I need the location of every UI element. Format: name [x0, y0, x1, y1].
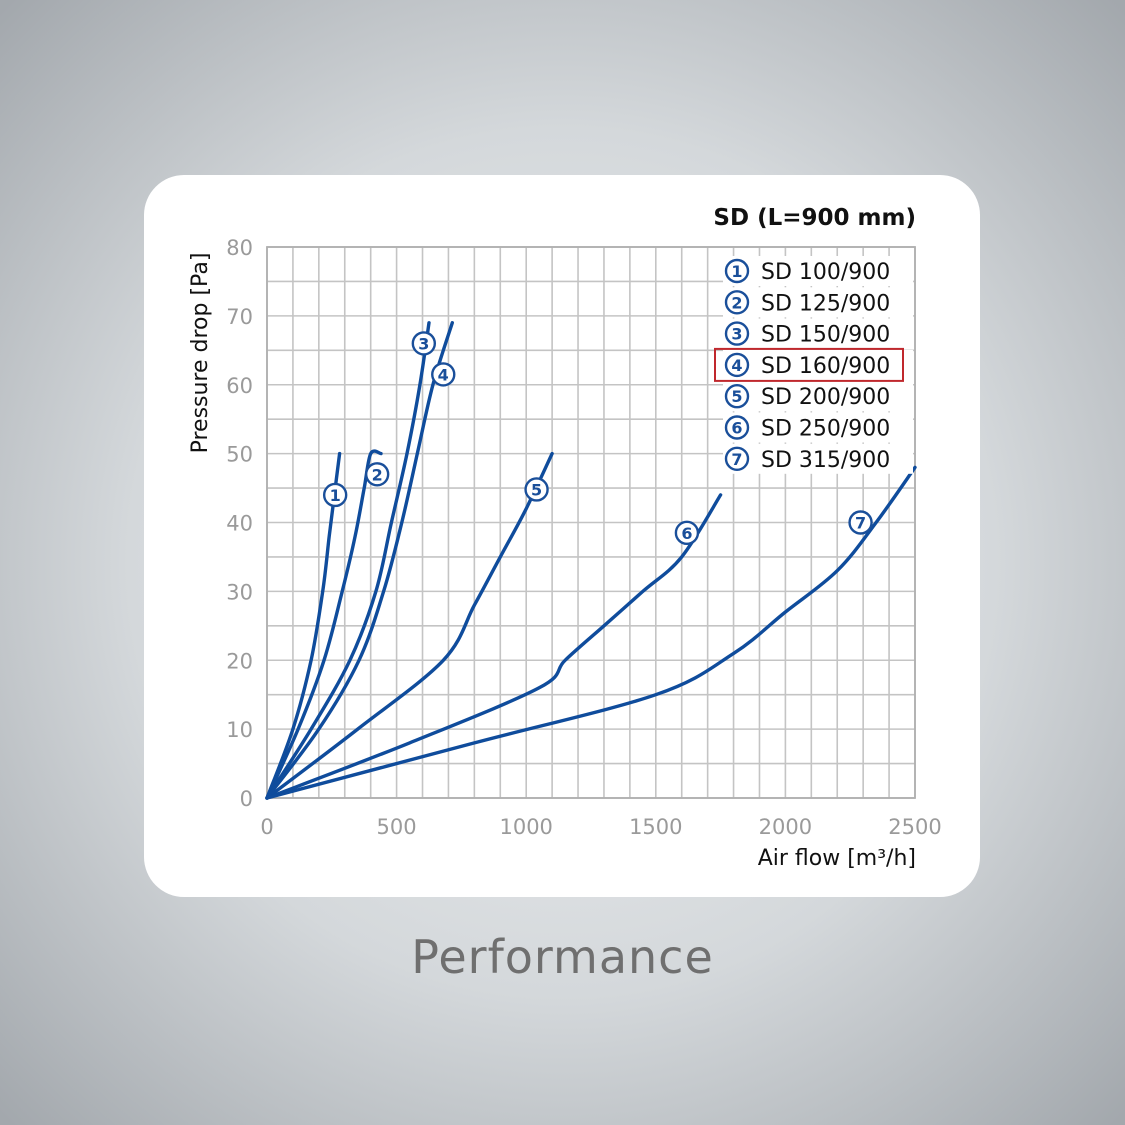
- legend-marker-2: [724, 290, 750, 315]
- legend-marker-label-7: 7: [731, 450, 742, 469]
- legend-marker-label-5: 5: [731, 387, 742, 406]
- series-line-3: [265, 321, 431, 800]
- series-marker-7: [848, 510, 873, 535]
- legend-marker-label-3: 3: [731, 325, 742, 344]
- legend-item-background: [723, 349, 913, 380]
- legend-marker-3: [724, 321, 750, 346]
- legend-item-background: [723, 287, 913, 318]
- x-tick-label: 500: [377, 815, 417, 839]
- chart-card: 0 500 1000 1500 2000 2500 0 10 20 30 40 50 60 70 80 1 2…: [144, 175, 980, 897]
- legend-item-background: [723, 256, 913, 286]
- legend-marker-label-1: 1: [731, 262, 742, 281]
- x-axis-title: Air flow [m³/h]: [758, 846, 916, 871]
- series-line-5: [265, 451, 554, 800]
- series-marker-label-7: 7: [855, 514, 866, 533]
- y-tick-label: 70: [226, 305, 253, 329]
- series-marker-label-5: 5: [531, 480, 542, 499]
- series-marker-1: [322, 482, 348, 508]
- y-tick-label: 50: [226, 443, 253, 467]
- x-tick-label: 2500: [888, 815, 941, 839]
- series-marker-label-4: 4: [438, 365, 449, 384]
- performance-caption: Performance: [411, 930, 714, 984]
- legend-marker-4: [724, 352, 750, 378]
- legend: 1 SD 100/900 2 SD 125/900 3 SD 150/900 4 SD 160…: [714, 256, 913, 474]
- legend-label-3: SD 150/900: [761, 323, 890, 348]
- x-tick-label: 1000: [499, 815, 552, 839]
- x-tick-label: 0: [260, 815, 273, 839]
- legend-marker-1: [724, 258, 750, 284]
- y-axis-title: Pressure drop [Pa]: [188, 253, 213, 454]
- y-tick-label: 40: [226, 512, 253, 536]
- legend-label-7: SD 315/900: [761, 448, 890, 473]
- plot-frame: [266, 246, 916, 799]
- y-tick-label: 80: [226, 236, 253, 260]
- series-marker-2: [364, 462, 390, 487]
- series-marker-label-2: 2: [372, 465, 383, 484]
- legend-label-6: SD 250/900: [761, 417, 890, 442]
- series-marker-3: [411, 331, 437, 356]
- legend-marker-label-4: 4: [731, 356, 742, 375]
- y-tick-label: 60: [226, 374, 253, 398]
- series-marker-6: [674, 520, 700, 546]
- x-tick-label: 1500: [629, 815, 682, 839]
- series-line-6: [265, 493, 723, 800]
- series-marker-label-6: 6: [681, 524, 692, 543]
- legend-marker-5: [724, 383, 750, 409]
- y-tick-label: 10: [226, 718, 253, 742]
- legend-marker-7: [724, 446, 750, 471]
- legend-marker-label-6: 6: [731, 419, 742, 438]
- performance-chart: 0 500 1000 1500 2000 2500 0 10 20 30 40 50 60 70 80 1 2…: [188, 205, 942, 871]
- series-line-2: [265, 449, 383, 800]
- legend-item-background: [723, 381, 913, 412]
- axes: 0 500 1000 1500 2000 2500 0 10 20 30 40 50 60 70 80: [226, 236, 941, 839]
- series-marker-4: [431, 362, 456, 387]
- y-tick-label: 30: [226, 580, 253, 604]
- y-tick-label: 20: [226, 649, 253, 673]
- x-tick-label: 2000: [759, 815, 812, 839]
- legend-item-background: [723, 443, 913, 474]
- legend-marker-label-2: 2: [731, 293, 742, 312]
- legend-item-background: [723, 318, 913, 349]
- legend-item-background: [723, 412, 913, 443]
- series-marker-label-1: 1: [330, 486, 341, 505]
- y-tick-label: 0: [240, 787, 253, 811]
- series-line-4: [265, 321, 454, 800]
- series-marker-label-3: 3: [418, 334, 429, 353]
- series-marker-5: [524, 477, 549, 502]
- legend-label-5: SD 200/900: [761, 385, 890, 410]
- legend-label-1: SD 100/900: [761, 260, 890, 285]
- chart-title: SD (L=900 mm): [713, 205, 916, 231]
- legend-label-2: SD 125/900: [761, 291, 890, 316]
- legend-highlight-box: [714, 347, 904, 382]
- legend-marker-6: [724, 415, 750, 440]
- legend-label-4: SD 160/900: [761, 354, 890, 379]
- series-line-7: [265, 465, 917, 800]
